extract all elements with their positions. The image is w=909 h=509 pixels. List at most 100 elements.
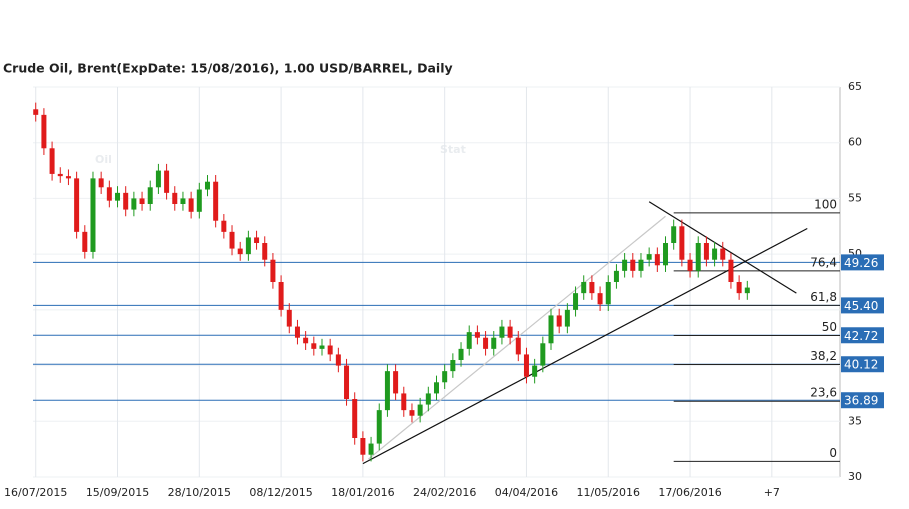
candle-body bbox=[352, 399, 358, 438]
y-tick-label: 35 bbox=[848, 414, 862, 427]
x-tick-label: 15/09/2015 bbox=[86, 486, 149, 499]
candle-body bbox=[434, 382, 439, 394]
y-tick-label: 60 bbox=[848, 136, 862, 149]
candle-body bbox=[483, 337, 489, 349]
price-level-box bbox=[841, 297, 884, 314]
candle-body bbox=[744, 287, 750, 294]
y-tick-label: 30 bbox=[848, 470, 862, 483]
candle-body bbox=[728, 259, 734, 282]
candle-body bbox=[115, 192, 121, 201]
candle-body bbox=[491, 337, 497, 349]
candle-body bbox=[638, 259, 644, 271]
trend-line bbox=[367, 215, 666, 460]
price-level-box bbox=[841, 356, 884, 373]
candle-body bbox=[384, 371, 390, 411]
candle-body bbox=[458, 348, 464, 360]
candle-body bbox=[523, 354, 529, 377]
candle-body bbox=[376, 410, 382, 444]
candle-body bbox=[278, 282, 284, 310]
candle-body bbox=[196, 189, 202, 212]
candle-body bbox=[319, 345, 325, 349]
candle-body bbox=[409, 410, 415, 416]
candle-body bbox=[41, 114, 47, 149]
y-tick-label: 65 bbox=[848, 80, 862, 93]
candle-body bbox=[180, 198, 186, 204]
price-level-label: 45.40 bbox=[844, 299, 878, 313]
candle-body bbox=[622, 259, 628, 271]
x-tick-label: 24/02/2016 bbox=[413, 486, 476, 499]
candle-body bbox=[425, 393, 431, 405]
candle-body bbox=[74, 178, 80, 232]
chart-title: Crude Oil, Brent(ExpDate: 15/08/2016), 1… bbox=[3, 61, 453, 76]
candle-body bbox=[311, 343, 317, 349]
candle-body bbox=[139, 198, 145, 204]
candle-body bbox=[131, 198, 137, 210]
x-tick-label: +7 bbox=[764, 486, 780, 499]
candle-body bbox=[556, 315, 562, 327]
candle-body bbox=[327, 345, 333, 355]
candle-body bbox=[401, 393, 407, 411]
candle-body bbox=[229, 231, 235, 249]
candle-body bbox=[204, 181, 210, 190]
candle-body bbox=[663, 243, 669, 266]
watermark: Stat bbox=[440, 143, 466, 156]
watermark: Oil bbox=[95, 153, 112, 166]
candle-body bbox=[573, 293, 579, 310]
candle-body bbox=[360, 438, 366, 455]
candle-body bbox=[33, 109, 39, 115]
candle-body bbox=[499, 326, 505, 338]
x-tick-label: 11/05/2016 bbox=[577, 486, 640, 499]
candle-body bbox=[630, 259, 636, 271]
candle-body bbox=[155, 170, 161, 188]
candle-body bbox=[736, 282, 742, 294]
fib-label: 23,6 bbox=[810, 386, 837, 400]
x-tick-label: 28/10/2015 bbox=[168, 486, 231, 499]
candle-body bbox=[654, 254, 660, 266]
price-level-label: 49.26 bbox=[844, 256, 878, 270]
candle-body bbox=[123, 192, 129, 210]
price-level-box bbox=[841, 392, 884, 409]
candle-body bbox=[49, 148, 55, 174]
candle-body bbox=[442, 371, 448, 383]
candle-body bbox=[474, 332, 480, 338]
price-level-label: 40.12 bbox=[844, 358, 878, 372]
candle-body bbox=[679, 226, 685, 260]
candle-body bbox=[221, 220, 227, 232]
candle-body bbox=[564, 309, 570, 327]
candle-body bbox=[589, 282, 595, 294]
candle-body bbox=[294, 326, 300, 338]
price-level-box bbox=[841, 327, 884, 344]
candle-body bbox=[597, 293, 603, 305]
candle-body bbox=[532, 365, 538, 377]
x-tick-label: 08/12/2015 bbox=[249, 486, 312, 499]
candle-body bbox=[213, 181, 219, 221]
candle-body bbox=[613, 270, 619, 282]
candle-body bbox=[581, 282, 587, 294]
candle-body bbox=[262, 243, 268, 260]
candle-body bbox=[270, 259, 276, 282]
x-tick-label: 16/07/2015 bbox=[4, 486, 67, 499]
fib-label: 61,8 bbox=[810, 290, 837, 304]
price-level-label: 36.89 bbox=[844, 394, 878, 408]
candle-body bbox=[720, 248, 726, 260]
candle-body bbox=[286, 309, 292, 327]
candle-body bbox=[507, 326, 513, 338]
candle-body bbox=[703, 243, 709, 260]
candle-body bbox=[90, 178, 96, 252]
x-tick-label: 04/04/2016 bbox=[495, 486, 558, 499]
candle-body bbox=[548, 315, 554, 344]
trend-line bbox=[362, 227, 808, 465]
fib-label: 76,4 bbox=[810, 255, 837, 269]
candle-body bbox=[466, 332, 472, 349]
candle-body bbox=[98, 178, 104, 188]
candle-body bbox=[515, 337, 521, 355]
candle-body bbox=[368, 443, 374, 455]
candle-body bbox=[303, 337, 309, 344]
candle-body bbox=[671, 226, 677, 243]
candle-body bbox=[695, 243, 701, 271]
candle-body bbox=[237, 248, 243, 255]
candle-body bbox=[450, 360, 456, 372]
candle-body bbox=[106, 187, 112, 201]
candle-body bbox=[172, 192, 178, 204]
